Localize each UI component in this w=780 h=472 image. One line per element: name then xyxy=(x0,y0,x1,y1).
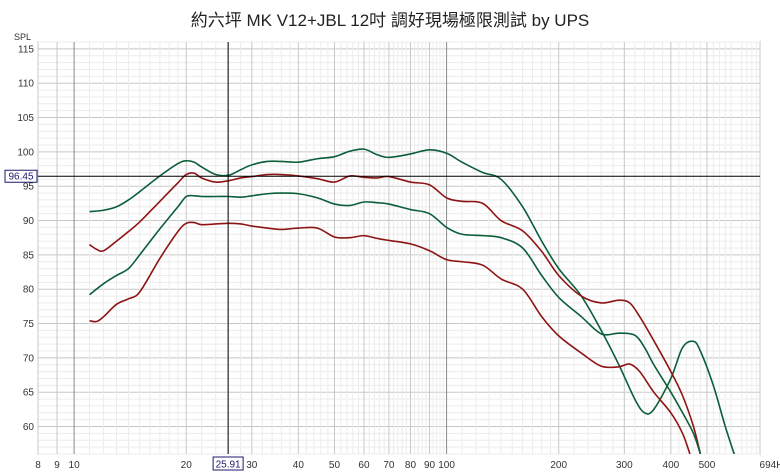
y-tick-label: 95 xyxy=(23,182,35,193)
x-tick-label: 694Hz xyxy=(760,460,780,471)
y-tick-label: 110 xyxy=(18,79,34,90)
x-tick-label: 200 xyxy=(550,460,567,471)
series-line-2 xyxy=(89,172,702,454)
x-tick-label: 50 xyxy=(329,460,341,471)
series-line-4 xyxy=(89,221,691,454)
x-tick-label: 400 xyxy=(663,460,680,471)
x-tick-label: 9 xyxy=(54,460,60,471)
series-line-1 xyxy=(89,148,736,454)
y-tick-label: 85 xyxy=(23,250,35,261)
grid xyxy=(37,41,761,455)
x-tick-label: 70 xyxy=(383,460,395,471)
y-tick-label: 100 xyxy=(17,147,34,158)
x-tick-label: 8 xyxy=(35,460,41,471)
series-line-3 xyxy=(89,192,702,454)
x-tick-label: 100 xyxy=(438,460,455,471)
x-tick-label: 90 xyxy=(424,460,436,471)
x-tick-label: 60 xyxy=(358,460,370,471)
y-tick-label: 105 xyxy=(17,113,34,124)
x-tick-label: 20 xyxy=(181,460,193,471)
y-axis-label: SPL xyxy=(14,32,31,42)
x-tick-label: 300 xyxy=(616,460,633,471)
y-tick-label: 60 xyxy=(23,422,35,433)
cursor-x-readout: 25.91 xyxy=(216,460,241,471)
tick-labels: 60 65 70 75 80 85 90 95 100 105 110 115 8 9 10 20 30 40 50… xyxy=(17,44,780,471)
y-tick-label: 70 xyxy=(23,353,35,364)
y-tick-label: 90 xyxy=(23,216,35,227)
y-tick-label: 80 xyxy=(23,285,35,296)
chart-title: 約六坪 MK V12+JBL 12吋 調好現場極限測試 by UPS xyxy=(190,11,590,30)
x-tick-label: 40 xyxy=(293,460,305,471)
y-tick-label: 65 xyxy=(23,388,35,399)
y-tick-label: 115 xyxy=(18,44,34,55)
x-tick-label: 10 xyxy=(69,460,81,471)
cursor-y-readout: 96.45 xyxy=(8,172,33,183)
x-tick-label: 30 xyxy=(246,460,258,471)
series-layer xyxy=(89,148,736,454)
cursor: 96.45 25.91 xyxy=(4,42,760,471)
x-tick-label: 80 xyxy=(405,460,417,471)
cursor-y-readout-box xyxy=(4,169,38,183)
y-tick-label: 75 xyxy=(23,319,35,330)
x-tick-label: 500 xyxy=(699,460,716,471)
cursor-x-readout-box xyxy=(212,456,244,471)
